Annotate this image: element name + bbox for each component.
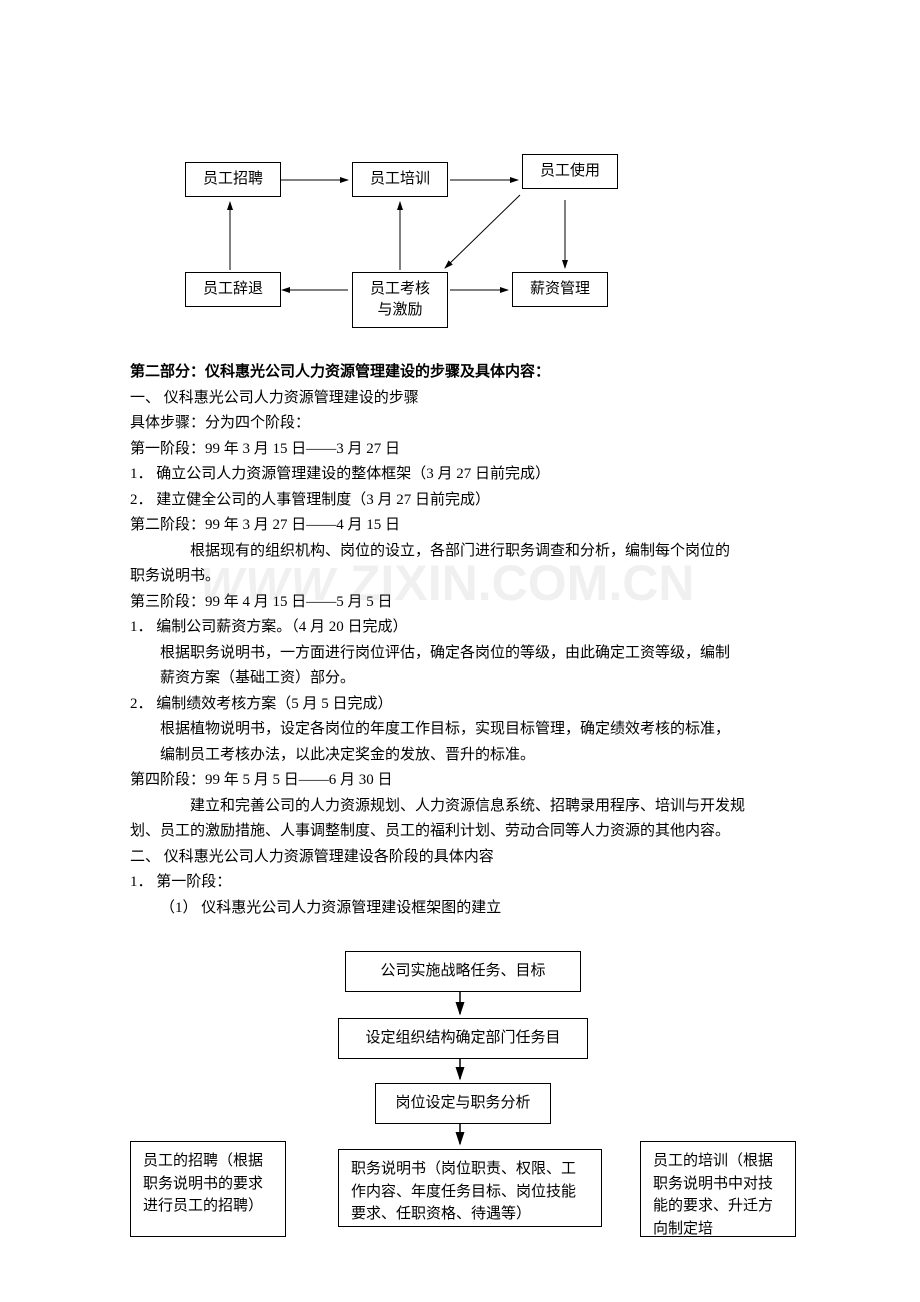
node-right-train: 员工的培训（根据职务说明书中对技能的要求、升迁方向制定培 (640, 1141, 796, 1237)
hr-cycle-diagram: 员工招聘 员工培训 员工使用 员工辞退 员工考核 与激励 薪资管理 (130, 140, 790, 340)
line-03: 第一阶段：99 年 3 月 15 日——3 月 27 日 (130, 437, 790, 463)
line-07b: 职务说明书。 (130, 564, 790, 590)
line-18: 二、 仪科惠光公司人力资源管理建设各阶段的具体内容 (130, 845, 790, 871)
node-strategy: 公司实施战略任务、目标 (345, 951, 581, 992)
node-left-recruit: 员工的招聘（根据职务说明书的要求进行员工的招聘） (130, 1141, 286, 1237)
node-dismiss: 员工辞退 (185, 272, 281, 307)
node-use: 员工使用 (522, 154, 618, 189)
line-09: 1． 编制公司薪资方案。（4 月 20 日完成） (130, 615, 790, 641)
line-05: 2． 建立健全公司的人事管理制度（3 月 27 日前完成） (130, 488, 790, 514)
line-06: 第二阶段：99 年 3 月 27 日——4 月 15 日 (130, 513, 790, 539)
node-manual: 职务说明书（岗位职责、权限、工作内容、年度任务目标、岗位技能要求、任职资格、待遇… (338, 1149, 602, 1227)
line-16: 建立和完善公司的人力资源规划、人力资源信息系统、招聘录用程序、培训与开发规 (130, 794, 790, 820)
section2-title: 第二部分：仪科惠光公司人力资源管理建设的步骤及具体内容： (130, 360, 790, 386)
line-15: 第四阶段：99 年 5 月 5 日——6 月 30 日 (130, 768, 790, 794)
line-10: 根据职务说明书，一方面进行岗位评估，确定各岗位的等级，由此确定工资等级，编制 (130, 641, 790, 667)
node-training: 员工培训 (352, 162, 448, 197)
line-07: 根据现有的组织机构、岗位的设立，各部门进行职务调查和分析，编制每个岗位的 (130, 539, 790, 565)
node-org: 设定组织结构确定部门任务目 (338, 1018, 588, 1059)
node-recruit: 员工招聘 (185, 162, 281, 197)
line-19: 1． 第一阶段： (130, 870, 790, 896)
line-17: 划、员工的激励措施、人事调整制度、员工的福利计划、劳动合同等人力资源的其他内容。 (130, 819, 790, 845)
line-04: 1． 确立公司人力资源管理建设的整体框架（3 月 27 日前完成） (130, 462, 790, 488)
line-11: 薪资方案（基础工资）部分。 (130, 666, 790, 692)
node-position: 岗位设定与职务分析 (375, 1083, 551, 1124)
line-12: 2． 编制绩效考核方案（5 月 5 日完成） (130, 692, 790, 718)
hr-framework-diagram: 公司实施战略任务、目标 设定组织结构确定部门任务目 岗位设定与职务分析 职务说明… (130, 951, 790, 1271)
line-08: 第三阶段：99 年 4 月 15 日——5 月 5 日 (130, 590, 790, 616)
line-01: 一、 仪科惠光公司人力资源管理建设的步骤 (130, 386, 790, 412)
line-13: 根据植物说明书，设定各岗位的年度工作目标，实现目标管理，确定绩效考核的标准， (130, 717, 790, 743)
line-20: （1） 仪科惠光公司人力资源管理建设框架图的建立 (130, 896, 790, 922)
line-02: 具体步骤：分为四个阶段： (130, 411, 790, 437)
node-salary: 薪资管理 (512, 272, 608, 307)
node-assess: 员工考核 与激励 (352, 272, 448, 328)
line-14: 编制员工考核办法，以此决定奖金的发放、晋升的标准。 (130, 743, 790, 769)
